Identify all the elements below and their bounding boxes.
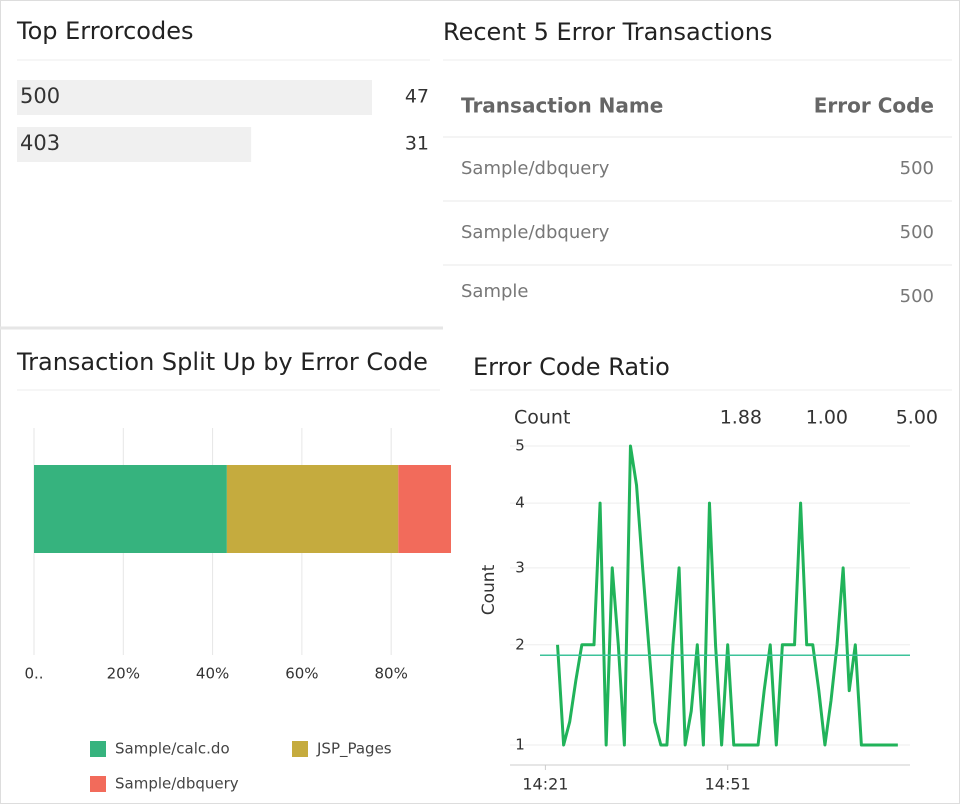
panel-title: Top Errorcodes xyxy=(16,17,193,45)
bar-segment xyxy=(226,465,399,553)
x-tick-label: 0.. xyxy=(24,665,43,683)
legend-label: Sample/calc.do xyxy=(115,740,230,758)
y-tick-label: 1 xyxy=(515,736,525,754)
line xyxy=(556,444,898,747)
panel-title: Transaction Split Up by Error Code xyxy=(16,348,428,376)
stat-header: Count xyxy=(514,407,570,429)
x-tick-label: 40% xyxy=(196,665,229,683)
cell: 500 xyxy=(900,158,934,179)
y-tick-label: 5 xyxy=(515,437,525,455)
error-code: 403 xyxy=(20,131,60,155)
y-tick-label: 3 xyxy=(515,558,525,576)
error-count: 47 xyxy=(405,86,429,108)
bar-segment xyxy=(34,465,227,553)
x-tick-label: 60% xyxy=(285,665,318,683)
cell: 500 xyxy=(900,286,934,307)
error-count: 31 xyxy=(405,133,429,155)
legend-swatch xyxy=(292,741,308,757)
x-tick-label: 80% xyxy=(375,665,408,683)
x-tick-label: 14:51 xyxy=(705,775,751,794)
y-tick-label: 2 xyxy=(515,635,525,653)
error-code: 500 xyxy=(20,84,60,108)
x-tick-label: 14:21 xyxy=(522,775,568,794)
y-axis-label: Count xyxy=(479,564,499,615)
column-header: Error Code xyxy=(814,94,934,118)
cell: 500 xyxy=(900,222,934,243)
legend-swatch xyxy=(90,741,106,757)
bar-segment xyxy=(398,465,451,553)
cell: Sample xyxy=(461,281,529,302)
cell: Sample/dbquery xyxy=(461,158,610,179)
panel-title: Recent 5 Error Transactions xyxy=(443,18,772,46)
y-tick-label: 4 xyxy=(515,494,525,512)
x-tick-label: 20% xyxy=(107,665,140,683)
stat-value: 5.00 xyxy=(896,407,938,429)
error-bar xyxy=(17,80,372,115)
error-bar xyxy=(17,127,252,162)
legend-label: Sample/dbquery xyxy=(115,775,239,793)
column-header: Transaction Name xyxy=(461,94,663,118)
stat-value: 1.88 xyxy=(720,407,762,429)
cell: Sample/dbquery xyxy=(461,222,610,243)
legend-label: JSP_Pages xyxy=(316,740,392,759)
legend-swatch xyxy=(90,776,106,792)
stat-value: 1.00 xyxy=(806,407,848,429)
panel-title: Error Code Ratio xyxy=(473,353,670,381)
